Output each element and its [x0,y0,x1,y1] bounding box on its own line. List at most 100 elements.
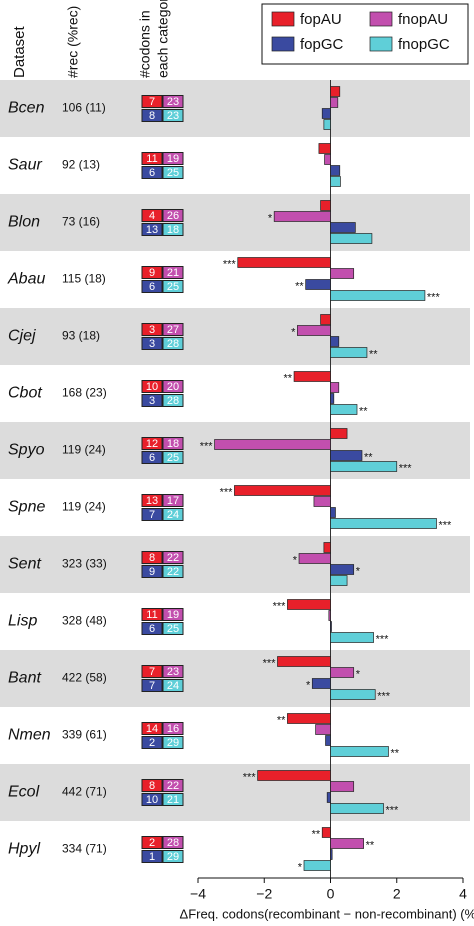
codon-count: 27 [167,324,179,336]
bar [330,165,341,176]
bar [303,860,331,871]
codon-count: 10 [146,381,158,393]
significance: *** [243,771,257,783]
bar [324,154,331,165]
codon-box [141,622,163,635]
codon-box [162,508,184,521]
codon-box [141,323,163,336]
legend-box [261,3,469,65]
significance: *** [377,690,391,702]
dataset-label: Bant [8,670,41,687]
bar [234,485,331,496]
significance: *** [273,600,287,612]
codon-box [141,152,163,165]
codon-box [162,323,184,336]
codon-box [141,280,163,293]
legend-label: fnopGC [398,36,450,53]
codon-box [162,451,184,464]
dataset-label: Saur [8,157,42,174]
bar [330,849,333,860]
legend-label: fnopAU [398,11,448,28]
dataset-label: Sent [8,556,41,573]
codon-count: 8 [149,552,155,564]
bar [323,119,331,130]
bar [298,553,331,564]
codons-header: each category [155,0,171,78]
rec-label: 334 (71) [62,842,107,856]
row-band [0,80,470,137]
codon-box [141,451,163,464]
significance: ** [284,372,293,384]
significance: *** [427,291,441,303]
legend-label: fopAU [300,11,342,28]
significance: *** [376,633,390,645]
bar [330,838,364,849]
bar [214,439,331,450]
bar [330,746,389,757]
codon-box [162,95,184,108]
rec-label: 106 (11) [62,101,106,115]
bar [321,827,331,838]
codon-count: 10 [146,794,158,806]
bar [273,211,331,222]
codon-count: 7 [149,96,155,108]
codon-count: 25 [167,623,179,635]
bar [330,290,426,301]
rec-label: 73 (16) [62,215,100,229]
rec-label: 442 (71) [62,785,107,799]
codon-count: 11 [146,609,157,621]
dataset-label: Abau [7,271,45,288]
codon-count: 20 [167,381,179,393]
bar [321,108,331,119]
x-tick-label: −4 [190,886,206,902]
codon-count: 7 [149,666,155,678]
codon-count: 12 [146,438,158,450]
codon-count: 21 [167,267,179,279]
codon-box [141,793,163,806]
significance: * [293,554,298,566]
significance: *** [200,440,214,452]
codon-count: 18 [167,438,179,450]
bar [330,336,340,347]
codons-header: #codons in [137,10,153,78]
codon-box [141,95,163,108]
rec-label: 422 (58) [62,671,107,685]
codon-count: 24 [167,509,179,521]
codon-count: 19 [167,153,179,165]
bar [330,222,356,233]
bar [330,575,348,586]
rec-label: 119 (24) [62,500,106,514]
bar [330,268,355,279]
codon-count: 28 [167,837,179,849]
bar [287,599,331,610]
legend-swatch [369,36,393,52]
codon-count: 11 [146,153,157,165]
dataset-header: Dataset [11,25,28,78]
bar [325,735,331,746]
bar [330,781,355,792]
bar [326,792,331,803]
legend-swatch [369,11,393,27]
significance: *** [399,462,413,474]
bar [330,428,348,439]
bar [323,542,331,553]
significance: ** [295,280,304,292]
codon-count: 2 [149,837,155,849]
significance: ** [312,828,321,840]
codon-count: 25 [167,167,179,179]
dataset-label: Ecol [8,784,40,801]
legend-swatch [271,11,295,27]
codon-count: 29 [167,737,179,749]
codon-count: 9 [149,566,155,578]
codon-box [162,793,184,806]
significance: * [298,861,303,873]
significance: ** [359,405,368,417]
codon-box [141,679,163,692]
codon-count: 23 [167,666,179,678]
bar [330,393,335,404]
bar [330,233,373,244]
codon-count: 13 [146,224,158,236]
codon-box [162,437,184,450]
bar [257,770,331,781]
